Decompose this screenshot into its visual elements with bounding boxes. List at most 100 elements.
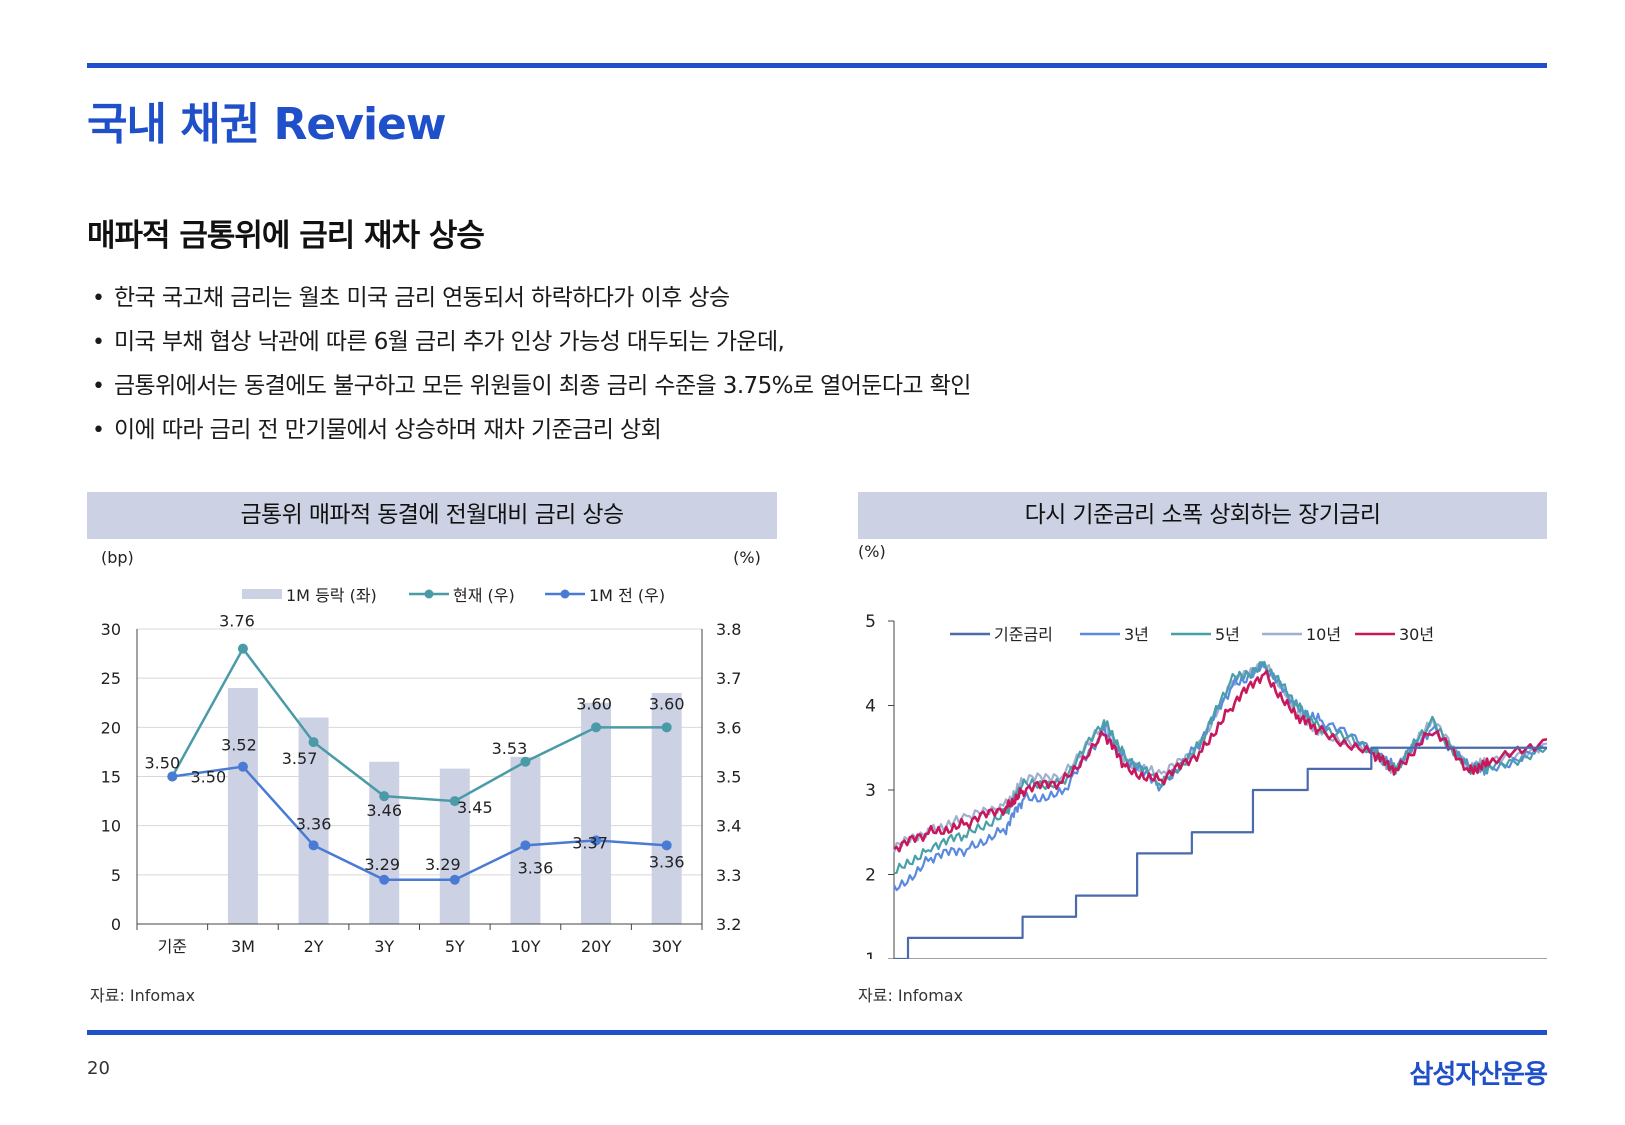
right-y-tick: 3.8 [716,620,741,639]
current-data-label: 3.53 [492,739,528,758]
y-tick-label: 3 [865,781,876,801]
right-chart: 1234522.122.422.722.1023.123.4 기준금리3년5년1… [858,542,1547,959]
page-title: 국내 채권 Review [87,99,447,150]
x-tick-label: 20Y [581,937,611,956]
page-number: 20 [87,1058,110,1079]
right-chart-unit: (%) [858,542,886,561]
bullet-icon: • [92,330,105,355]
x-tick-label: 10Y [510,937,540,956]
x-tick-label: 2Y [304,937,324,956]
legend-label: 30년 [1399,625,1434,644]
x-tick-label: 5Y [445,937,465,956]
one-month-ago-point [591,835,602,846]
legend-label: 현재 (우) [453,586,515,605]
brand-logo: 삼성자산운용 [1409,1060,1548,1090]
bar-1m-change [298,717,329,924]
left-y-tick: 15 [101,768,121,787]
series-line-0 [894,746,1547,959]
current-data-label: 3.46 [366,801,402,820]
bullet-icon: • [92,418,105,443]
bullet-item: • 이에 따라 금리 전 만기물에서 상승하며 재차 기준금리 상회 [92,414,971,458]
current-point [449,796,460,807]
y-tick-label: 2 [865,866,876,886]
one-month-ago-line [172,765,667,881]
bullet-icon: • [92,374,105,399]
y-tick-label: 5 [865,612,876,632]
right-y-tick: 3.2 [716,915,741,934]
right-y-tick: 3.4 [716,817,741,836]
legend-label: 5년 [1215,625,1240,644]
right-chart-panel: 다시 기준금리 소폭 상회하는 장기금리 1234522.122.422.722… [858,492,1547,959]
left-y-tick: 5 [111,866,121,885]
left-chart-panel: 금통위 매파적 동결에 전월대비 금리 상승 0 5 10 15 20 25 30 3.2 3.… [87,492,777,959]
one-month-ago-point [308,840,319,851]
bullet-item: • 금통위에서는 동결에도 불구하고 모든 위원들이 최종 금리 수준을 3.75… [92,370,971,414]
one-month-ago-point [449,874,460,885]
one-month-ago-data-label: 3.37 [572,833,608,852]
current-point [379,791,390,802]
bottom-divider [87,1030,1547,1035]
legend-label: 1M 전 (우) [589,586,665,605]
bullet-item: • 미국 부채 협상 낙관에 따른 6월 금리 추가 인상 가능성 대두되는 가운… [92,326,971,370]
current-point [661,722,672,733]
bullet-text: 한국 국고채 금리는 월초 미국 금리 연동되서 하락하다가 이후 상승 [114,285,730,311]
one-month-ago-point [520,840,531,851]
legend-label: 기준금리 [994,625,1053,644]
current-data-label: 3.50 [145,754,181,773]
left-y-tick: 10 [101,817,121,836]
left-y-tick: 30 [101,620,121,639]
bullet-item: • 한국 국고채 금리는 월초 미국 금리 연동되서 하락하다가 이후 상승 [92,282,971,326]
x-tick-label: 3M [231,937,255,956]
bullet-text: 금통위에서는 동결에도 불구하고 모든 위원들이 최종 금리 수준을 3.75%… [114,373,971,399]
legend-label: 1M 등락 (좌) [286,586,377,605]
current-data-label: 3.76 [219,612,255,631]
x-tick-label: 3Y [374,937,394,956]
one-month-ago-point [379,874,390,885]
one-month-ago-data-label: 3.36 [649,852,685,871]
right-y-tick: 3.3 [716,866,741,885]
right-chart-source: 자료: Infomax [858,986,964,1005]
series-line-1 [893,660,1547,892]
one-month-ago-point [237,761,248,772]
current-data-label: 3.57 [282,749,318,768]
bullet-icon: • [92,286,105,311]
bullet-list: • 한국 국고채 금리는 월초 미국 금리 연동되서 하락하다가 이후 상승 • 미… [92,282,971,458]
current-point [237,643,248,654]
right-y-tick: 3.6 [716,718,741,737]
x-tick-label: 30Y [652,937,682,956]
left-y-tick: 0 [111,915,121,934]
right-axis-unit: (%) [733,548,761,567]
y-tick-label: 4 [865,697,876,717]
bullet-text: 이에 따라 금리 전 만기물에서 상승하며 재차 기준금리 상회 [114,417,662,443]
one-month-ago-point [167,771,178,782]
one-month-ago-data-label: 3.52 [221,736,257,755]
legend-bar-swatch [242,589,282,599]
section-heading: 매파적 금통위에 금리 재차 상승 [87,218,485,254]
current-point [591,722,602,733]
left-y-tick: 25 [101,669,121,688]
series-line-2 [893,660,1547,875]
right-y-tick: 3.7 [716,669,741,688]
one-month-ago-data-label: 3.50 [191,768,227,787]
left-chart-source: 자료: Infomax [90,986,196,1005]
bullet-text: 미국 부채 협상 낙관에 따른 6월 금리 추가 인상 가능성 대두되는 가운데… [114,329,785,355]
y-tick-label: 1 [865,950,876,959]
one-month-ago-data-label: 3.36 [296,814,332,833]
left-chart: 0510152025303.23.33.43.53.63.73.8기준금리3M2… [101,548,761,956]
series-line-4 [893,669,1547,853]
one-month-ago-data-label: 3.29 [425,855,461,874]
right-chart-header: 다시 기준금리 소폭 상회하는 장기금리 [858,492,1547,539]
legend-current-marker [424,589,434,599]
top-divider [87,63,1547,68]
one-month-ago-point [661,840,672,851]
one-month-ago-data-label: 3.36 [518,858,554,877]
left-chart-header: 금통위 매파적 동결에 전월대비 금리 상승 [87,492,777,539]
right-y-tick: 3.5 [716,768,741,787]
bar-1m-change [227,688,258,924]
current-point [520,756,531,767]
legend-label: 3년 [1124,625,1149,644]
legend-1m-marker [560,589,570,599]
x-tick-label: 기준 [158,937,187,956]
one-month-ago-data-label: 3.29 [364,855,400,874]
current-line [171,646,667,803]
